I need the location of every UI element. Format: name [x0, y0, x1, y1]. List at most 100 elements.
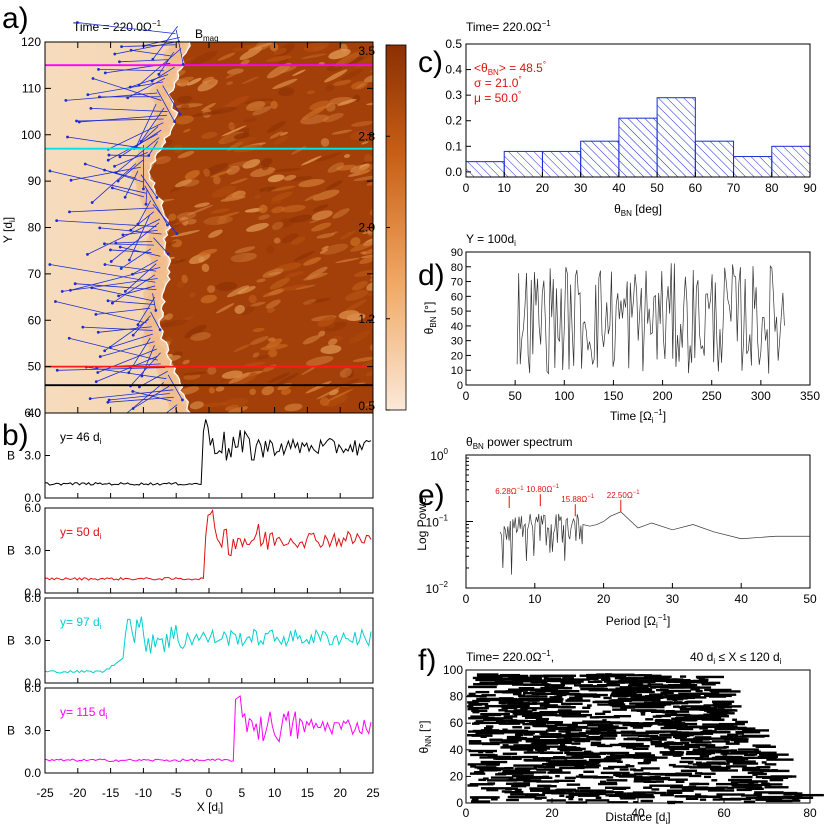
nn-point: [706, 751, 716, 755]
nn-point: [731, 783, 762, 787]
texture-blob: [201, 263, 210, 273]
nn-point: [564, 746, 577, 749]
texture-blob: [327, 388, 354, 402]
nn-point: [643, 786, 653, 789]
nn-point: [619, 693, 642, 697]
nn-point: [482, 742, 500, 746]
nn-point: [692, 763, 712, 766]
texture-blob: [349, 164, 369, 173]
texture-blob: [207, 285, 216, 293]
texture-blob: [256, 354, 271, 360]
b-y-tick-label: 6.0: [24, 681, 41, 695]
nn-point: [604, 757, 622, 760]
nn-point: [559, 766, 585, 770]
nn-point: [767, 783, 783, 786]
texture-blob: [228, 372, 251, 384]
texture-blob: [319, 397, 330, 407]
nn-point: [523, 714, 543, 717]
nn-point: [468, 706, 489, 710]
nn-point: [759, 753, 789, 756]
f-y-tick-label: 80: [450, 690, 464, 704]
texture-blob: [236, 137, 257, 144]
panel-e-xlabel: Period [Ωi−1]: [606, 613, 671, 630]
nn-point: [600, 734, 618, 737]
nn-point: [600, 780, 606, 783]
field-vector-head: [67, 336, 71, 340]
texture-blob: [234, 246, 256, 254]
nn-point: [632, 731, 659, 735]
texture-blob: [267, 349, 278, 358]
nn-point: [486, 779, 517, 782]
field-vector: [152, 204, 178, 234]
texture-blob: [218, 211, 240, 219]
nn-point: [518, 697, 537, 701]
texture-blob: [211, 185, 237, 198]
nn-point: [499, 697, 514, 700]
nn-point: [633, 769, 644, 772]
nn-point: [568, 797, 574, 801]
nn-point: [502, 745, 519, 748]
nn-point: [610, 703, 625, 707]
nn-point: [569, 696, 583, 699]
panel-f-letter: f): [418, 644, 436, 677]
nn-point: [560, 741, 570, 744]
b-x-tick-label: -10: [135, 786, 153, 800]
histogram-bar: [733, 156, 773, 178]
nn-point: [753, 750, 761, 753]
texture-blob: [228, 121, 235, 131]
texture-blob: [301, 365, 318, 376]
b-x-tick-label: 5: [238, 786, 245, 800]
nn-point: [761, 761, 767, 764]
d-x-tick-label: 50: [508, 389, 522, 403]
b-subplot-1: 0.0 3.0 6.0 By= 50 di: [7, 501, 374, 600]
nn-point: [584, 761, 600, 765]
nn-point: [701, 683, 716, 686]
field-vector: [56, 220, 157, 227]
nn-point: [522, 776, 553, 780]
nn-point: [467, 707, 479, 711]
texture-blob: [210, 208, 231, 214]
panel-d-ylabel: θBN [°]: [422, 302, 438, 335]
b-x-tick-label: 15: [301, 786, 315, 800]
texture-blob: [361, 141, 369, 145]
nn-point: [510, 710, 519, 713]
nn-point: [608, 765, 629, 769]
field-vector-head: [120, 45, 123, 49]
field-vector: [77, 22, 176, 35]
nn-point: [594, 712, 606, 716]
field-vector-head: [106, 400, 110, 404]
nn-point: [502, 752, 518, 755]
nn-point: [640, 767, 660, 770]
nn-point: [484, 704, 514, 708]
texture-blob: [261, 385, 275, 396]
e-x-tick-label: 30: [666, 592, 680, 606]
texture-blob: [337, 98, 357, 106]
theta-bn-series: [516, 263, 785, 375]
texture-blob: [269, 131, 283, 139]
nn-point: [564, 776, 576, 780]
nn-point: [479, 768, 502, 772]
texture-blob: [172, 219, 189, 226]
nn-point: [645, 718, 654, 721]
texture-blob: [201, 402, 228, 408]
b-subplot-3: 0.0 3.0 6.0 By= 115 di: [7, 681, 374, 780]
nn-point: [496, 680, 517, 683]
b-x-tick-label: -25: [36, 786, 54, 800]
nn-point: [665, 713, 690, 717]
nn-point: [504, 705, 529, 709]
nn-point: [603, 680, 630, 683]
field-vector-head: [136, 323, 140, 327]
panel-d-timeseries: d) Y = 100di 0 50 100 150 200 250 300 350010203…: [418, 232, 820, 425]
nn-point: [609, 673, 635, 676]
nn-point: [489, 741, 519, 744]
nn-point: [720, 797, 742, 801]
f-x-tick-label: 0: [463, 806, 470, 820]
nn-point: [628, 765, 635, 768]
field-vector: [91, 287, 153, 302]
nn-point: [531, 708, 537, 712]
nn-point: [756, 795, 784, 799]
c-y-tick-label: 0.1: [445, 139, 462, 153]
nn-point: [711, 693, 737, 696]
nn-point: [544, 684, 564, 688]
nn-point: [680, 769, 698, 773]
